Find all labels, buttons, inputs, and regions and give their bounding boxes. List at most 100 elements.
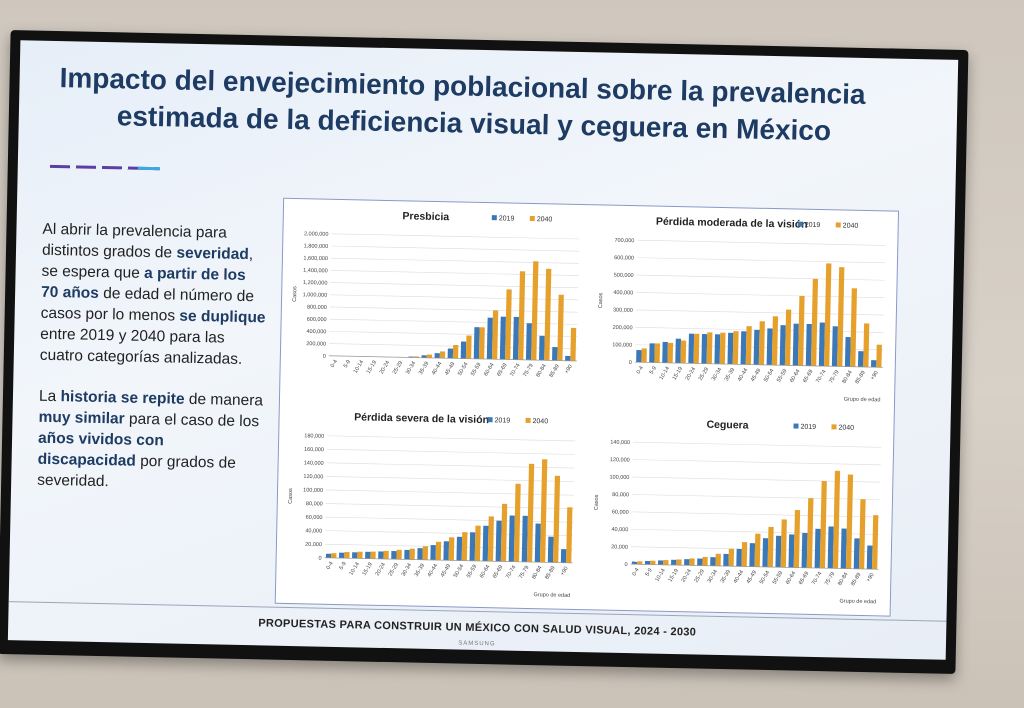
x-tick-label: 75-79 <box>828 369 840 384</box>
x-tick-label: 15-19 <box>667 568 679 583</box>
x-tick-label: 35-39 <box>414 563 426 578</box>
gridline <box>329 318 578 325</box>
x-tick-label: 15-19 <box>362 562 374 577</box>
x-tick-label: 50-54 <box>759 570 771 585</box>
bar-2040 <box>383 550 389 560</box>
bar-2019 <box>417 548 423 560</box>
bar-2019 <box>391 550 397 560</box>
bar-2040 <box>641 348 647 363</box>
slide-title: Impacto del envejecimiento poblacional s… <box>58 59 919 151</box>
x-tick-label: 15-19 <box>672 366 684 381</box>
x-tick-label: 0-4 <box>631 567 640 577</box>
bar-2040 <box>557 294 564 361</box>
bar-2040 <box>832 470 841 569</box>
bar-2040 <box>505 289 512 360</box>
x-tick-label: 40-44 <box>737 367 749 382</box>
bar-2040 <box>518 271 526 360</box>
y-tick-label: 20,000 <box>305 542 322 548</box>
bar-2019 <box>460 341 467 359</box>
y-tick-label: 160,000 <box>304 447 324 453</box>
bar-2040 <box>797 295 805 366</box>
x-tick-label: 65-69 <box>496 362 508 377</box>
y-tick-label: 60,000 <box>306 515 323 521</box>
bar-2019 <box>631 561 638 565</box>
x-tick-label: 55-59 <box>772 570 784 585</box>
bar-2040 <box>667 342 674 363</box>
bar-2040 <box>435 541 442 561</box>
x-axis <box>634 361 883 368</box>
bar-2019 <box>469 532 476 561</box>
bar-2040 <box>492 310 499 360</box>
x-tick-label: 35-39 <box>418 361 430 376</box>
x-tick-label: 20-24 <box>685 366 697 381</box>
y-tick-label: 140,000 <box>304 460 324 466</box>
bar-2019 <box>499 316 506 360</box>
y-axis-label: Casos <box>598 292 604 308</box>
bar-2040 <box>715 553 721 567</box>
y-tick-label: 140,000 <box>610 440 630 446</box>
x-tick-label: 60-64 <box>479 564 491 579</box>
x-tick-label: 65-69 <box>492 564 504 579</box>
x-tick-label: 45-49 <box>440 563 452 578</box>
bar-2040 <box>824 263 832 367</box>
legend-swatch <box>831 424 837 430</box>
bar-2040 <box>741 542 748 567</box>
bar-2019 <box>552 347 558 361</box>
gridline <box>633 441 882 448</box>
x-tick-label: 20-24 <box>680 568 692 583</box>
bar-2019 <box>779 325 786 366</box>
bar-2019 <box>365 551 371 559</box>
y-tick-label: 400,000 <box>613 290 633 296</box>
x-tick-label: 70-74 <box>505 565 517 580</box>
bar-2040 <box>863 323 870 368</box>
bar-2019 <box>534 523 541 563</box>
bar-2040 <box>845 474 854 569</box>
x-tick-label: 20-24 <box>375 562 387 577</box>
highlight-text: severidad <box>176 244 249 264</box>
body-text: para el caso de los <box>124 410 260 431</box>
bar-2040 <box>544 268 552 361</box>
bar-2040 <box>706 332 713 364</box>
y-tick-label: 100,000 <box>612 342 632 348</box>
y-tick-label: 800,000 <box>307 305 327 311</box>
body-text: entre 2019 y 2040 para las cuatro catego… <box>39 325 243 368</box>
bar-2040 <box>745 326 752 365</box>
bar-2019 <box>434 353 440 359</box>
bar-2019 <box>697 558 703 566</box>
legend-label: 2040 <box>843 223 859 230</box>
charts-panel: Presbicia 2019 2040 0 200,000 400,000 600,000 8… <box>274 197 900 617</box>
y-tick-label: 1,800,000 <box>304 243 329 250</box>
bar-2040 <box>513 483 521 562</box>
bar-2019 <box>831 326 838 367</box>
bar-2019 <box>636 350 642 363</box>
bar-2019 <box>749 543 756 567</box>
slide-body-text: Al abrir la prevalencia para distintos g… <box>37 219 268 516</box>
x-tick-label: 60-64 <box>483 362 495 377</box>
bar-2040 <box>553 475 561 563</box>
bar-2040 <box>702 556 708 566</box>
bar-chart-svg: Pérdida severa de la visión 2019 2040 0 20,0… <box>288 411 576 599</box>
gridline <box>326 462 575 469</box>
x-tick-label: 65-69 <box>802 369 814 384</box>
bar-2040 <box>344 552 350 559</box>
gridline <box>326 489 575 496</box>
bar-2040 <box>331 553 337 558</box>
bar-2019 <box>473 327 480 359</box>
gridline <box>325 516 574 523</box>
x-tick-label: 75-79 <box>824 571 836 586</box>
y-axis-label: Casos <box>288 488 294 504</box>
legend-swatch <box>529 215 535 222</box>
x-tick-label: 5-9 <box>645 568 654 578</box>
gridline <box>636 292 885 298</box>
x-axis <box>324 557 573 564</box>
legend-swatch <box>491 215 497 221</box>
bar-2019 <box>766 328 773 366</box>
x-tick-label: 50-54 <box>763 368 775 383</box>
y-tick-label: 100,000 <box>609 475 629 481</box>
y-tick-label: 80,000 <box>306 501 323 507</box>
bar-2019 <box>456 536 463 561</box>
bar-2040 <box>566 507 573 563</box>
bar-2019 <box>788 534 795 568</box>
y-tick-label: 300,000 <box>613 307 633 313</box>
chart-title: Ceguera <box>706 419 748 432</box>
